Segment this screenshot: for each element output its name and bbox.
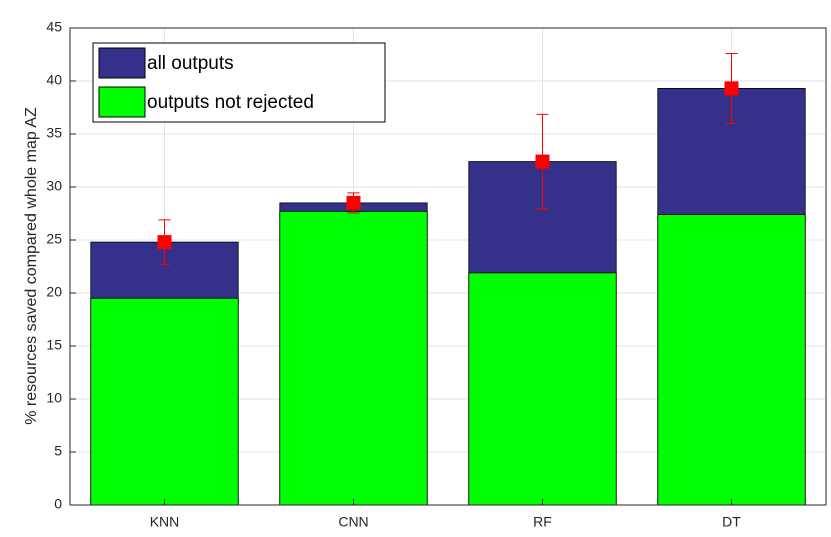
bar	[90, 297, 239, 506]
y-tick-label: 30	[46, 178, 62, 194]
y-tick-label: 15	[46, 337, 62, 353]
mean-marker	[724, 81, 739, 96]
y-tick-label: 0	[54, 496, 62, 512]
y-tick-label: 45	[46, 19, 62, 35]
y-tick-label: 40	[46, 72, 62, 88]
y-tick-label: 5	[54, 443, 62, 459]
legend-swatch	[98, 47, 146, 79]
x-tick-label: KNN	[150, 514, 180, 530]
y-axis-label: % resources saved compared whole map AZ	[23, 107, 40, 425]
x-tick-label: RF	[533, 514, 552, 530]
mean-marker	[157, 235, 172, 250]
legend-swatch	[98, 86, 146, 118]
y-tick-label: 20	[46, 284, 62, 300]
mean-marker	[535, 154, 550, 169]
legend-label: outputs not rejected	[147, 92, 314, 113]
bar	[657, 214, 806, 506]
axes-box	[69, 27, 827, 506]
y-tick-label: 35	[46, 125, 62, 141]
mean-marker	[346, 195, 361, 210]
y-tick-label: 10	[46, 390, 62, 406]
bar	[468, 272, 617, 506]
bar	[279, 210, 428, 506]
x-tick-label: DT	[722, 514, 741, 530]
legend-label: all outputs	[147, 53, 234, 74]
y-tick-label: 25	[46, 231, 62, 247]
x-tick-label: CNN	[338, 514, 368, 530]
